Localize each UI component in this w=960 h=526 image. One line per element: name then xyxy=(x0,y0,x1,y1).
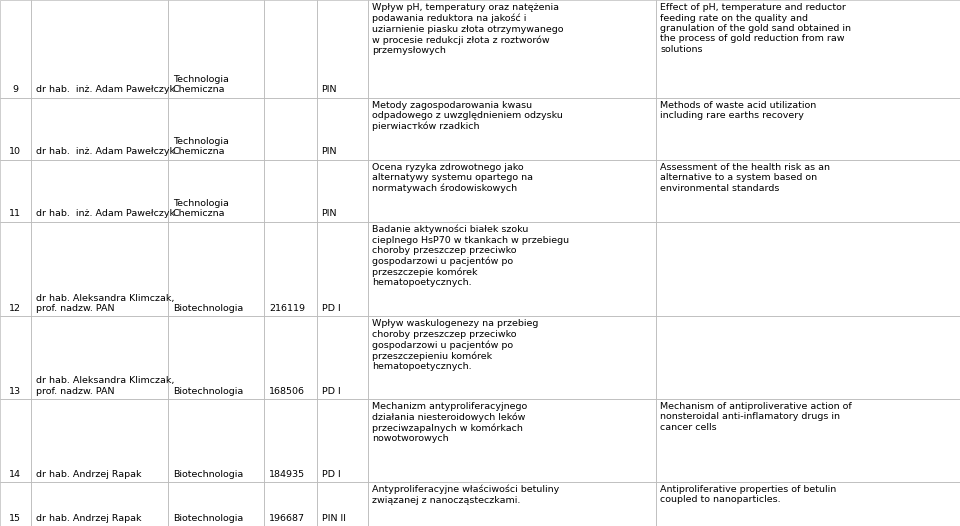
Bar xyxy=(168,97,264,159)
Bar xyxy=(168,159,264,221)
Bar xyxy=(656,97,960,159)
Bar xyxy=(368,482,656,526)
Text: Assessment of the health risk as an
alternative to a system based on
environment: Assessment of the health risk as an alte… xyxy=(660,163,830,193)
Text: 168506: 168506 xyxy=(269,387,305,396)
Text: 11: 11 xyxy=(10,209,21,218)
Text: dr hab. Andrzej Rapak: dr hab. Andrzej Rapak xyxy=(36,470,141,479)
Bar xyxy=(168,221,264,316)
Bar xyxy=(0,97,31,159)
Text: PIN: PIN xyxy=(322,147,337,156)
Bar xyxy=(264,316,317,399)
Text: PD I: PD I xyxy=(322,304,341,313)
Bar xyxy=(368,97,656,159)
Bar xyxy=(368,159,656,221)
Bar xyxy=(368,316,656,399)
Bar xyxy=(368,221,656,316)
Text: 216119: 216119 xyxy=(269,304,305,313)
Bar xyxy=(31,0,168,97)
Bar xyxy=(0,316,31,399)
Text: dr hab.  inż. Adam Pawełczyk: dr hab. inż. Adam Pawełczyk xyxy=(36,147,175,156)
Text: 15: 15 xyxy=(10,514,21,523)
Bar xyxy=(264,159,317,221)
Bar xyxy=(656,221,960,316)
Bar xyxy=(31,399,168,482)
Text: PD I: PD I xyxy=(322,387,341,396)
Bar xyxy=(0,482,31,526)
Bar xyxy=(0,221,31,316)
Text: Wpływ pH, temperatury oraz natężenia
podawania reduktora na jakość i
uziarnienie: Wpływ pH, temperatury oraz natężenia pod… xyxy=(372,3,564,55)
Bar xyxy=(264,482,317,526)
Text: PIN: PIN xyxy=(322,209,337,218)
Bar xyxy=(31,221,168,316)
Bar xyxy=(264,399,317,482)
Bar xyxy=(317,482,368,526)
Bar xyxy=(656,482,960,526)
Bar xyxy=(168,399,264,482)
Bar xyxy=(317,159,368,221)
Bar xyxy=(368,0,656,97)
Bar xyxy=(0,0,31,97)
Text: 9: 9 xyxy=(12,85,18,94)
Bar xyxy=(31,159,168,221)
Text: Technologia
Chemiczna: Technologia Chemiczna xyxy=(173,75,228,94)
Bar xyxy=(656,316,960,399)
Text: 14: 14 xyxy=(10,470,21,479)
Text: Biotechnologia: Biotechnologia xyxy=(173,304,243,313)
Text: Biotechnologia: Biotechnologia xyxy=(173,387,243,396)
Text: Biotechnologia: Biotechnologia xyxy=(173,470,243,479)
Bar xyxy=(317,316,368,399)
Text: Mechanizm antyproliferacyjnego
działania niesteroidowych leków
przeciwzapalnych : Mechanizm antyproliferacyjnego działania… xyxy=(372,402,528,443)
Text: Technologia
Chemiczna: Technologia Chemiczna xyxy=(173,137,228,156)
Bar xyxy=(0,159,31,221)
Text: dr hab.  inż. Adam Pawełczyk: dr hab. inż. Adam Pawełczyk xyxy=(36,85,175,94)
Text: Methods of waste acid utilization
including rare earths recovery: Methods of waste acid utilization includ… xyxy=(660,100,817,120)
Bar xyxy=(656,0,960,97)
Bar xyxy=(368,399,656,482)
Text: dr hab. Aleksandra Klimczak,
prof. nadzw. PAN: dr hab. Aleksandra Klimczak, prof. nadzw… xyxy=(36,294,174,313)
Bar xyxy=(31,97,168,159)
Bar xyxy=(317,0,368,97)
Bar xyxy=(317,399,368,482)
Text: PIN: PIN xyxy=(322,85,337,94)
Text: Antiproliferative properties of betulin
coupled to nanoparticles.: Antiproliferative properties of betulin … xyxy=(660,485,837,504)
Bar xyxy=(31,482,168,526)
Bar xyxy=(317,221,368,316)
Text: Effect of pH, temperature and reductor
feeding rate on the quality and
granulati: Effect of pH, temperature and reductor f… xyxy=(660,3,852,54)
Text: Antyproliferacyjne właściwości betuliny
związanej z nanocząsteczkami.: Antyproliferacyjne właściwości betuliny … xyxy=(372,485,560,505)
Bar xyxy=(317,97,368,159)
Text: 13: 13 xyxy=(10,387,21,396)
Text: Mechanism of antiproliverative action of
nonsteroidal anti-inflamatory drugs in
: Mechanism of antiproliverative action of… xyxy=(660,402,852,432)
Text: 12: 12 xyxy=(10,304,21,313)
Bar xyxy=(656,159,960,221)
Text: dr hab. Aleksandra Klimczak,
prof. nadzw. PAN: dr hab. Aleksandra Klimczak, prof. nadzw… xyxy=(36,377,174,396)
Text: Ocena ryzyka zdrowotnego jako
alternatywy systemu opartego na
normatywach środow: Ocena ryzyka zdrowotnego jako alternatyw… xyxy=(372,163,534,193)
Text: Technologia
Chemiczna: Technologia Chemiczna xyxy=(173,199,228,218)
Text: Biotechnologia: Biotechnologia xyxy=(173,514,243,523)
Text: Badanie aktywności białek szoku
cieplnego HsP70 w tkankach w przebiegu
choroby p: Badanie aktywności białek szoku cieplneg… xyxy=(372,225,569,288)
Text: 10: 10 xyxy=(10,147,21,156)
Bar xyxy=(31,316,168,399)
Text: dr hab. Andrzej Rapak: dr hab. Andrzej Rapak xyxy=(36,514,141,523)
Text: 184935: 184935 xyxy=(269,470,305,479)
Text: PIN II: PIN II xyxy=(322,514,346,523)
Bar xyxy=(168,482,264,526)
Bar xyxy=(264,97,317,159)
Bar xyxy=(168,0,264,97)
Bar xyxy=(0,399,31,482)
Text: Wpływ waskulogenezy na przebieg
choroby przeszczep przeciwko
gospodarzowi u pacj: Wpływ waskulogenezy na przebieg choroby … xyxy=(372,319,539,371)
Text: PD I: PD I xyxy=(322,470,341,479)
Text: dr hab.  inż. Adam Pawełczyk: dr hab. inż. Adam Pawełczyk xyxy=(36,209,175,218)
Bar xyxy=(264,221,317,316)
Bar xyxy=(264,0,317,97)
Bar xyxy=(168,316,264,399)
Bar xyxy=(656,399,960,482)
Text: Metody zagospodarowania kwasu
odpadowego z uwzględnieniem odzysku
pierwiастków r: Metody zagospodarowania kwasu odpadowego… xyxy=(372,100,564,131)
Text: 196687: 196687 xyxy=(269,514,305,523)
